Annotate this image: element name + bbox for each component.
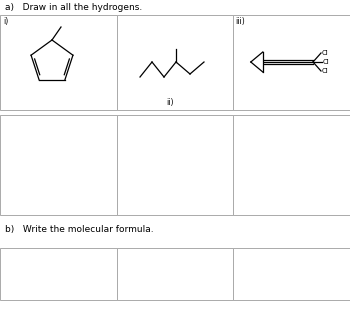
Bar bbox=[117, 248, 233, 300]
Bar bbox=[233, 115, 350, 215]
Bar bbox=[0, 248, 117, 300]
Text: ii): ii) bbox=[166, 98, 174, 107]
Text: Cl: Cl bbox=[323, 59, 330, 65]
Text: Cl: Cl bbox=[322, 68, 329, 74]
Text: iii): iii) bbox=[235, 17, 245, 26]
Bar bbox=[117, 115, 233, 215]
Text: Cl: Cl bbox=[322, 50, 329, 56]
Text: a)   Draw in all the hydrogens.: a) Draw in all the hydrogens. bbox=[5, 3, 142, 12]
Text: b)   Write the molecular formula.: b) Write the molecular formula. bbox=[5, 225, 154, 234]
Text: i): i) bbox=[3, 17, 8, 26]
Bar bbox=[0, 15, 117, 110]
Bar bbox=[233, 248, 350, 300]
Bar bbox=[117, 15, 233, 110]
Bar bbox=[233, 15, 350, 110]
Bar bbox=[0, 115, 117, 215]
